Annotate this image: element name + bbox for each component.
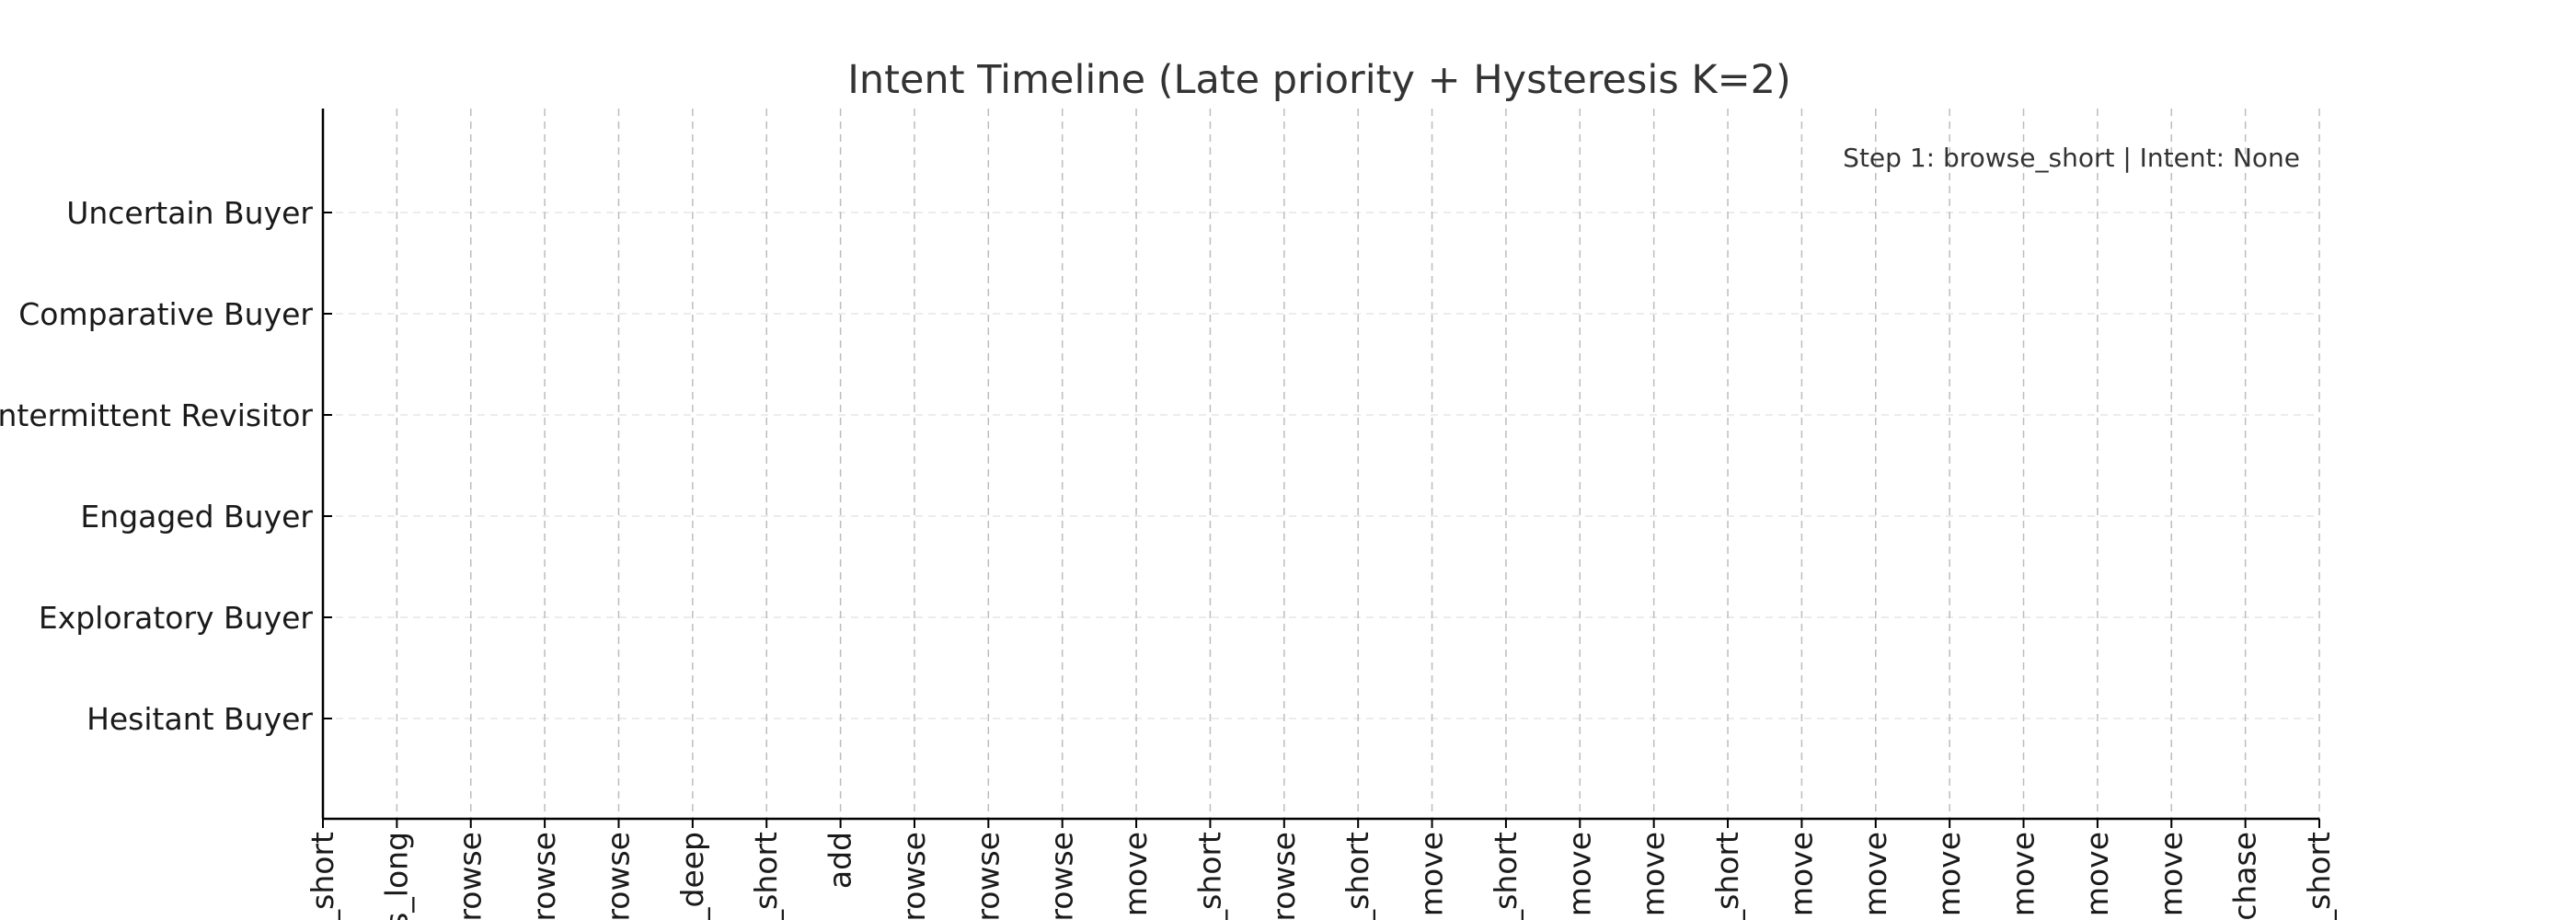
x-tick-label: rowse: [970, 832, 1006, 920]
x-tick-label: move: [1561, 832, 1597, 916]
x-tick-label: move: [2153, 832, 2189, 916]
y-tick-label: Engaged Buyer: [80, 499, 313, 535]
x-tick-label: move: [1118, 832, 1154, 916]
x-tick-label: _short: [1488, 832, 1524, 920]
x-tick-label: move: [1783, 832, 1819, 916]
x-tick-label: move: [1636, 832, 1672, 916]
x-tick-label: rowse: [1044, 832, 1080, 920]
x-tick-label: _short: [1191, 832, 1227, 920]
x-tick-label: chase: [2227, 832, 2263, 920]
y-tick-label: Exploratory Buyer: [39, 600, 314, 636]
x-tick-label: move: [1931, 832, 1967, 916]
x-tick-label: move: [2006, 832, 2041, 916]
x-tick-label: rowse: [896, 832, 932, 920]
chart-title: Intent Timeline (Late priority + Hystere…: [847, 57, 1791, 103]
grid-layer: [323, 109, 2320, 819]
x-tick-label: rowse: [600, 832, 636, 920]
x-tick-labels: _short s_long rowse rowse rowse _deep _short ad…: [305, 819, 2337, 920]
x-tick-label: move: [1857, 832, 1893, 916]
x-tick-label: _short: [748, 832, 784, 920]
y-tick-labels: Uncertain Buyer Comparative Buyer Intermit…: [0, 195, 332, 737]
x-tick-label: add: [822, 832, 858, 889]
y-tick-label: Comparative Buyer: [18, 296, 313, 332]
x-tick-label: s_long: [378, 832, 414, 920]
x-tick-label: _short: [305, 832, 340, 920]
y-tick-label: Uncertain Buyer: [66, 195, 313, 231]
x-tick-label: rowse: [1266, 832, 1302, 920]
x-tick-label: _short: [1340, 832, 1375, 920]
x-tick-label: move: [2079, 832, 2115, 916]
y-tick-label: Intermittent Revisitor: [0, 397, 313, 433]
x-tick-label: _short: [2301, 832, 2337, 920]
x-tick-label: _short: [1709, 832, 1745, 920]
x-tick-label: rowse: [526, 832, 562, 920]
x-tick-label: rowse: [453, 832, 489, 920]
y-tick-label: Hesitant Buyer: [86, 701, 313, 737]
x-tick-label: _deep: [674, 832, 710, 920]
x-tick-label: move: [1414, 832, 1450, 916]
step-annotation: Step 1: browse_short | Intent: None: [1843, 143, 2300, 173]
